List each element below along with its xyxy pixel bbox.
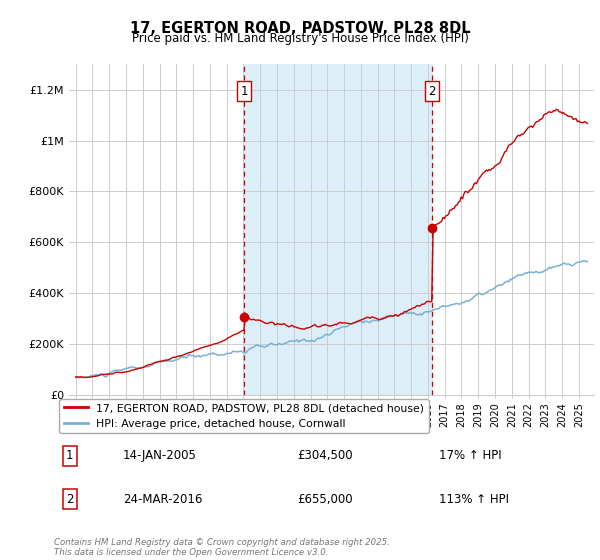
Text: 24-MAR-2016: 24-MAR-2016 [122,493,202,506]
Legend: 17, EGERTON ROAD, PADSTOW, PL28 8DL (detached house), HPI: Average price, detach: 17, EGERTON ROAD, PADSTOW, PL28 8DL (det… [59,399,428,433]
Text: 1: 1 [241,85,248,97]
Text: £655,000: £655,000 [297,493,353,506]
Text: Contains HM Land Registry data © Crown copyright and database right 2025.
This d: Contains HM Land Registry data © Crown c… [54,538,390,557]
Text: 17% ↑ HPI: 17% ↑ HPI [439,449,502,463]
Text: Price paid vs. HM Land Registry's House Price Index (HPI): Price paid vs. HM Land Registry's House … [131,32,469,45]
Text: 17, EGERTON ROAD, PADSTOW, PL28 8DL: 17, EGERTON ROAD, PADSTOW, PL28 8DL [130,21,470,36]
Text: 1: 1 [66,449,74,463]
Text: 2: 2 [66,493,74,506]
Text: 2: 2 [428,85,436,97]
Text: 113% ↑ HPI: 113% ↑ HPI [439,493,509,506]
Bar [244,64,432,395]
Text: £304,500: £304,500 [297,449,353,463]
Text: 14-JAN-2005: 14-JAN-2005 [122,449,197,463]
